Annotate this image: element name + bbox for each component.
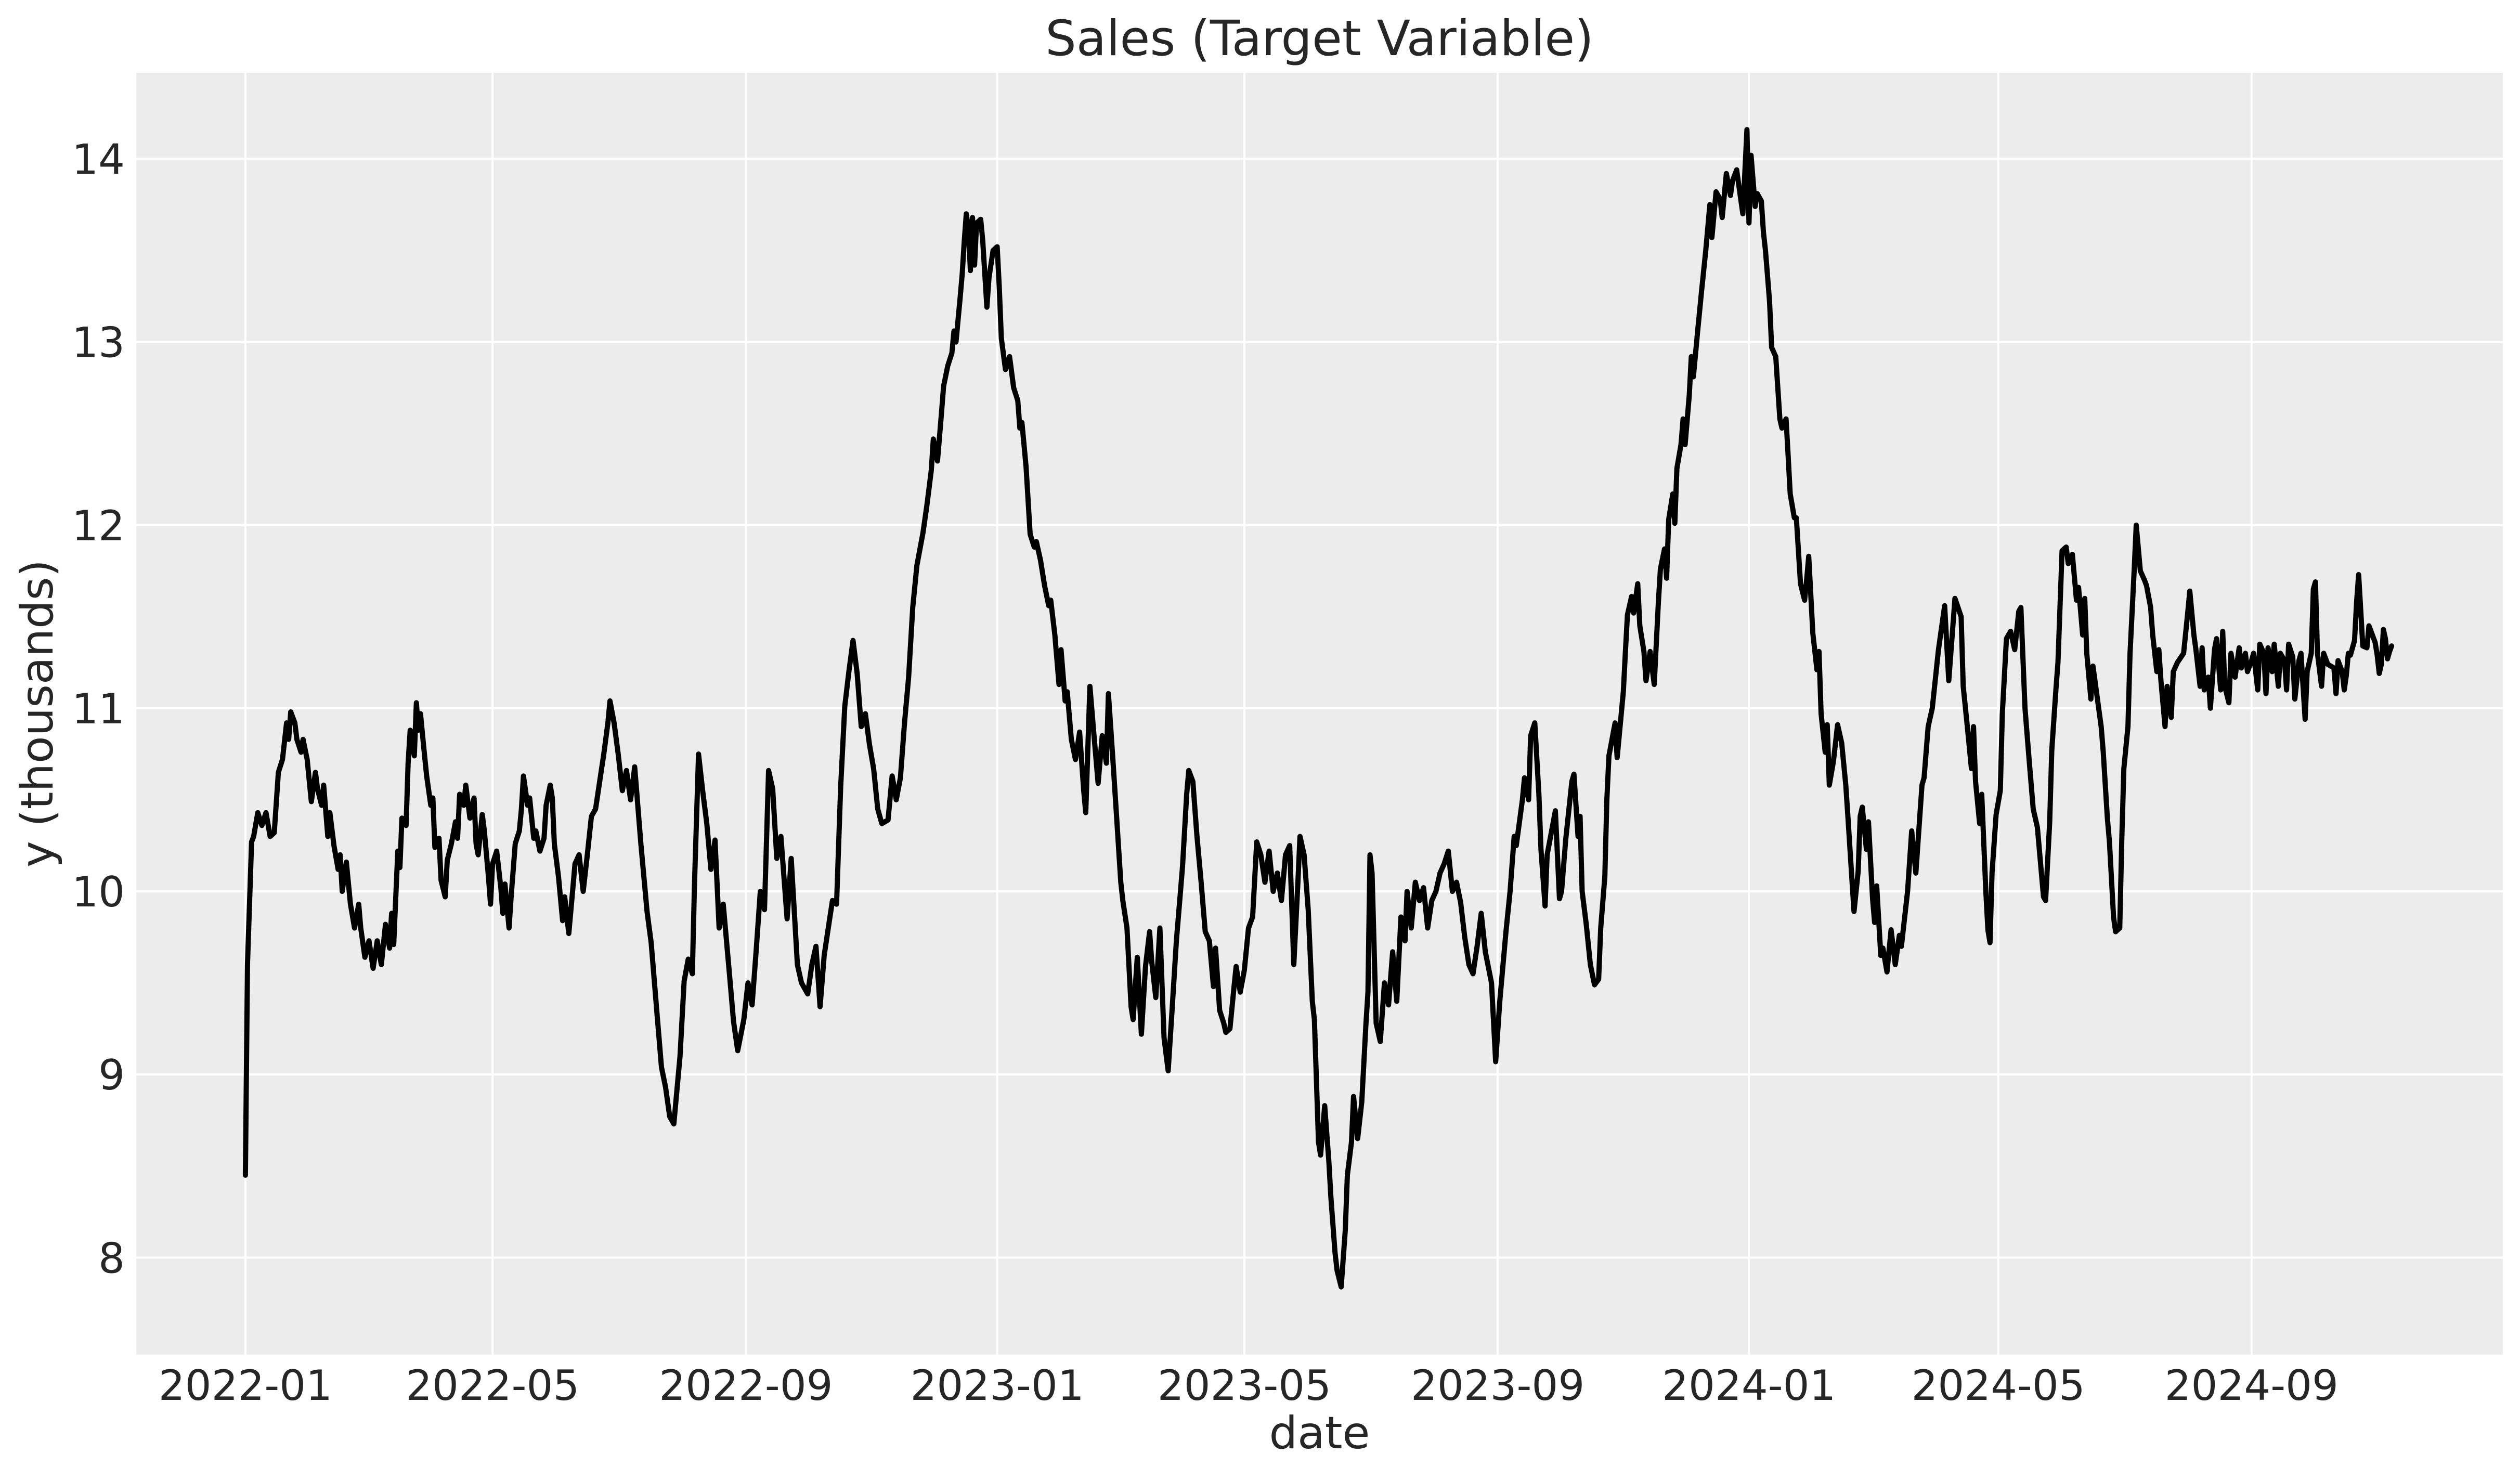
x-tick-label: 2024-05 [1911, 1361, 2085, 1410]
y-tick-label: 14 [72, 136, 125, 184]
x-tick-label: 2023-09 [1411, 1361, 1584, 1410]
y-tick-label: 11 [72, 685, 125, 733]
x-tick-label: 2024-01 [1662, 1361, 1836, 1410]
y-tick-label: 12 [72, 502, 125, 550]
x-tick-label: 2023-05 [1158, 1361, 1331, 1410]
plot-background [136, 73, 2503, 1355]
x-tick-label: 2022-09 [659, 1361, 833, 1410]
x-tick-label: 2022-01 [159, 1361, 332, 1410]
y-axis-label: y (thousands) [11, 559, 63, 868]
x-tick-label: 2023-01 [910, 1361, 1084, 1410]
y-tick-label: 9 [98, 1051, 125, 1099]
x-axis-label: date [1269, 1407, 1370, 1459]
x-tick-label: 2022-05 [406, 1361, 579, 1410]
y-tick-label: 8 [98, 1234, 125, 1282]
x-tick-label: 2024-09 [2165, 1361, 2339, 1410]
sales-line [242, 127, 2395, 1290]
y-tick-label: 13 [72, 319, 125, 367]
y-tick-label: 10 [72, 868, 125, 916]
chart-title: Sales (Target Variable) [1045, 10, 1594, 67]
